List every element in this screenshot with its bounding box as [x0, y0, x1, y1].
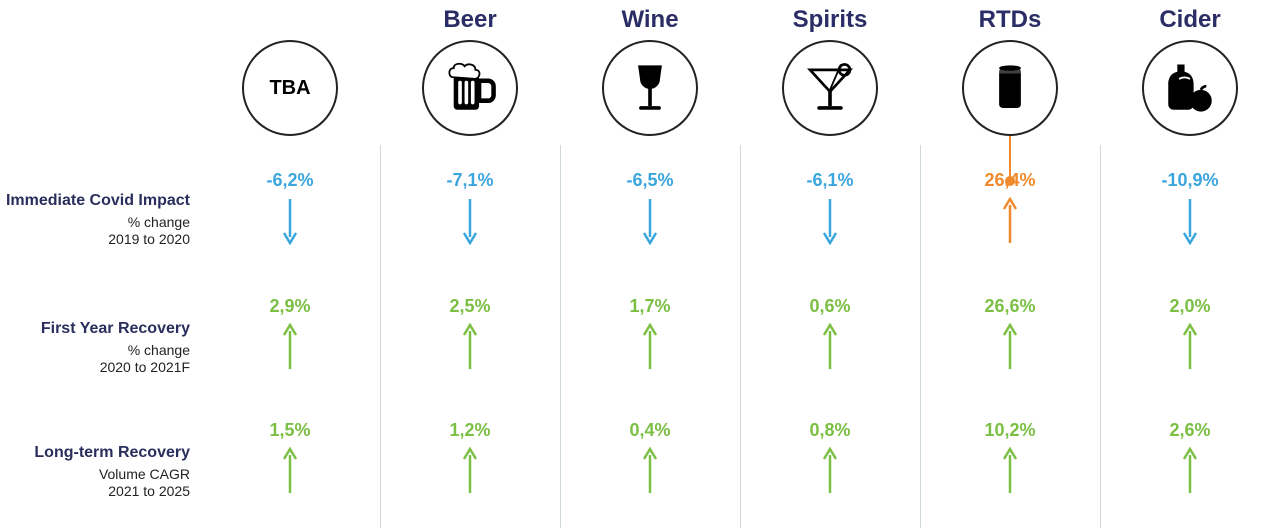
cell-r2-wine: 1,7%	[560, 296, 740, 376]
arrow-up-icon	[1000, 323, 1020, 376]
arrow-up-icon	[280, 323, 300, 376]
header-cider: Cider	[1100, 6, 1280, 34]
tba-text: TBA	[269, 77, 310, 100]
arrow-down-icon	[820, 197, 840, 250]
row-label-3: Long-term Recovery Volume CAGR2021 to 20…	[34, 444, 190, 500]
column-tba: TBA -6,2% 2,9% 1,5%	[200, 0, 380, 528]
tba_text-icon: TBA	[242, 40, 338, 136]
value-r3-wine: 0,4%	[560, 420, 740, 441]
cell-r3-cider: 2,6%	[1100, 420, 1280, 500]
column-spirits: Spirits -6,1% 0,6% 0,8%	[740, 0, 920, 528]
cell-r3-beer: 1,2%	[380, 420, 560, 500]
row-label-2: First Year Recovery % change2020 to 2021…	[41, 320, 190, 376]
column-rtds: RTDs 26,4% 26,6% 10,2%	[920, 0, 1100, 528]
arrow-up-icon	[820, 323, 840, 376]
cell-r3-tba: 1,5%	[200, 420, 380, 500]
arrow-up-icon	[460, 447, 480, 500]
cell-r2-rtds: 26,6%	[920, 296, 1100, 376]
arrow-down-icon	[1180, 197, 1200, 250]
value-r1-tba: -6,2%	[200, 170, 380, 191]
cell-r3-spirits: 0,8%	[740, 420, 920, 500]
value-r2-cider: 2,0%	[1100, 296, 1280, 317]
cell-r2-spirits: 0,6%	[740, 296, 920, 376]
arrow-down-icon	[640, 197, 660, 250]
arrow-up-icon	[820, 447, 840, 500]
value-r2-wine: 1,7%	[560, 296, 740, 317]
value-r1-spirits: -6,1%	[740, 170, 920, 191]
row-label-3-sub: Volume CAGR2021 to 2025	[34, 466, 190, 500]
cell-r3-wine: 0,4%	[560, 420, 740, 500]
cell-r1-beer: -7,1%	[380, 170, 560, 250]
value-r3-tba: 1,5%	[200, 420, 380, 441]
rtd-indicator-dot	[1005, 176, 1015, 186]
value-r2-rtds: 26,6%	[920, 296, 1100, 317]
cell-r2-beer: 2,5%	[380, 296, 560, 376]
arrow-up-icon	[1180, 323, 1200, 376]
can-icon	[962, 40, 1058, 136]
wine-icon	[602, 40, 698, 136]
row-label-1-title: Immediate Covid Impact	[6, 192, 190, 210]
cell-r3-rtds: 10,2%	[920, 420, 1100, 500]
cell-r2-tba: 2,9%	[200, 296, 380, 376]
column-beer: Beer -7,1% 2,5% 1,2%	[380, 0, 560, 528]
cell-r1-tba: -6,2%	[200, 170, 380, 250]
value-r1-beer: -7,1%	[380, 170, 560, 191]
value-r3-spirits: 0,8%	[740, 420, 920, 441]
arrow-up-icon	[460, 323, 480, 376]
row-label-2-sub: % change2020 to 2021F	[41, 342, 190, 376]
value-r2-tba: 2,9%	[200, 296, 380, 317]
cell-r1-cider: -10,9%	[1100, 170, 1280, 250]
cell-r2-cider: 2,0%	[1100, 296, 1280, 376]
row-label-2-title: First Year Recovery	[41, 320, 190, 338]
row-label-3-title: Long-term Recovery	[34, 444, 190, 462]
cell-r1-spirits: -6,1%	[740, 170, 920, 250]
column-cider: Cider -10,9% 2,0% 2,6%	[1100, 0, 1280, 528]
value-r2-spirits: 0,6%	[740, 296, 920, 317]
rtd-indicator-stem	[1009, 136, 1011, 180]
arrow-down-icon	[460, 197, 480, 250]
cell-r1-wine: -6,5%	[560, 170, 740, 250]
column-wine: Wine -6,5% 1,7% 0,4%	[560, 0, 740, 528]
row-label-1: Immediate Covid Impact % change2019 to 2…	[6, 192, 190, 248]
value-r2-beer: 2,5%	[380, 296, 560, 317]
cider-icon	[1142, 40, 1238, 136]
header-rtds: RTDs	[920, 6, 1100, 34]
arrow-up-icon	[640, 447, 660, 500]
value-r1-wine: -6,5%	[560, 170, 740, 191]
value-r1-cider: -10,9%	[1100, 170, 1280, 191]
arrow-up-icon	[640, 323, 660, 376]
chart-root: Immediate Covid Impact % change2019 to 2…	[0, 0, 1280, 528]
arrow-up-icon	[1000, 197, 1020, 250]
value-r3-rtds: 10,2%	[920, 420, 1100, 441]
columns: TBA-6,2% 2,9% 1,5% Beer -7,1% 2,5% 1,2% …	[200, 0, 1280, 528]
arrow-down-icon	[280, 197, 300, 250]
header-spirits: Spirits	[740, 6, 920, 34]
value-r3-beer: 1,2%	[380, 420, 560, 441]
value-r3-cider: 2,6%	[1100, 420, 1280, 441]
arrow-up-icon	[280, 447, 300, 500]
beer-icon	[422, 40, 518, 136]
arrow-up-icon	[1180, 447, 1200, 500]
header-wine: Wine	[560, 6, 740, 34]
cocktail-icon	[782, 40, 878, 136]
arrow-up-icon	[1000, 447, 1020, 500]
header-beer: Beer	[380, 6, 560, 34]
row-label-1-sub: % change2019 to 2020	[6, 214, 190, 248]
